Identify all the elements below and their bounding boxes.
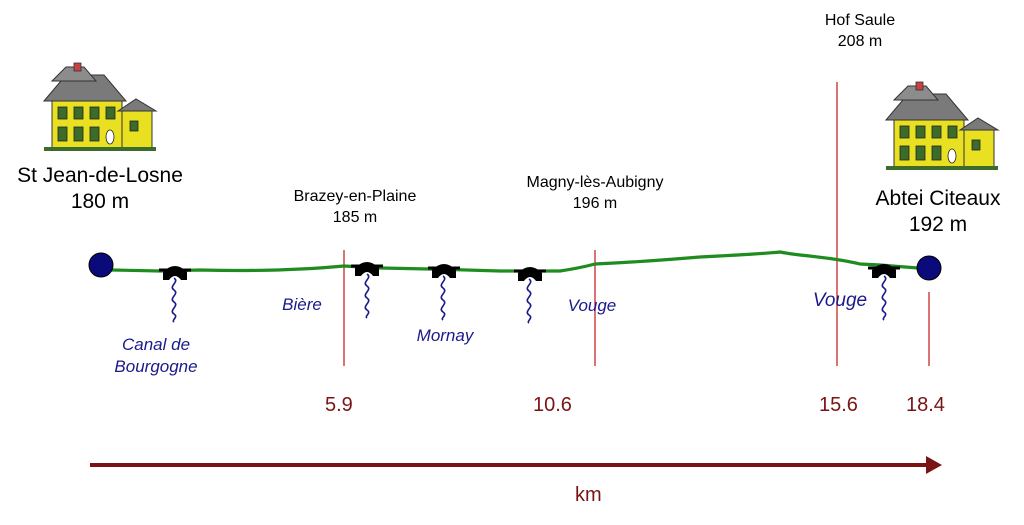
town-elevation: 185 m xyxy=(332,209,378,226)
km-label: 15.6 xyxy=(819,394,858,416)
river-name: Mornay xyxy=(416,326,474,345)
river-squiggle-icon xyxy=(881,275,887,321)
km-label: 10.6 xyxy=(533,394,572,416)
route-profile-line xyxy=(98,250,920,273)
town-elevation: 180 m xyxy=(70,190,130,213)
town-name: Abtei Citeaux xyxy=(875,187,1001,210)
house-icon xyxy=(43,62,157,152)
river-squiggle-icon xyxy=(364,273,370,319)
arrow-right-icon xyxy=(926,456,942,474)
axis-unit-label: km xyxy=(575,484,602,506)
river-name-line1: Canal de xyxy=(121,335,191,354)
town-name: St Jean-de-Losne xyxy=(17,164,183,187)
river-name: Vouge xyxy=(567,296,617,315)
river-label-vouge-1: Vouge xyxy=(552,295,632,317)
river-name: Bière xyxy=(282,295,322,314)
town-elevation: 192 m xyxy=(908,213,968,236)
town-label-st-jean: St Jean-de-Losne 180 m xyxy=(10,163,190,215)
river-squiggle-icon xyxy=(526,278,532,324)
endpoint-circle-icon xyxy=(916,255,942,281)
river-label-mornay: Mornay xyxy=(400,325,490,347)
town-label-brazey: Brazey-en-Plaine 185 m xyxy=(270,186,440,228)
town-label-magny: Magny-lès-Aubigny 196 m xyxy=(505,172,685,214)
river-label-vouge-2: Vouge xyxy=(800,290,880,312)
river-squiggle-icon xyxy=(440,275,446,321)
km-label: 18.4 xyxy=(906,394,945,416)
house-icon xyxy=(885,81,999,171)
town-label-hof-saule: Hof Saule 208 m xyxy=(800,10,920,52)
town-name: Magny-lès-Aubigny xyxy=(526,174,664,191)
river-name-line2: Bourgogne xyxy=(114,357,198,376)
town-elevation: 196 m xyxy=(572,195,618,212)
town-elevation: 208 m xyxy=(837,33,883,50)
river-label-canal: Canal de Bourgogne xyxy=(96,334,216,378)
km-label: 5.9 xyxy=(325,394,353,416)
river-squiggle-icon xyxy=(171,277,177,323)
endpoint-circle-icon xyxy=(88,252,114,278)
town-label-citeaux: Abtei Citeaux 192 m xyxy=(858,186,1018,238)
river-name: Vouge xyxy=(812,290,868,311)
town-name: Hof Saule xyxy=(824,12,896,29)
town-name: Brazey-en-Plaine xyxy=(293,188,417,205)
river-label-biere: Bière xyxy=(262,294,342,316)
bridge-icon xyxy=(349,260,385,278)
